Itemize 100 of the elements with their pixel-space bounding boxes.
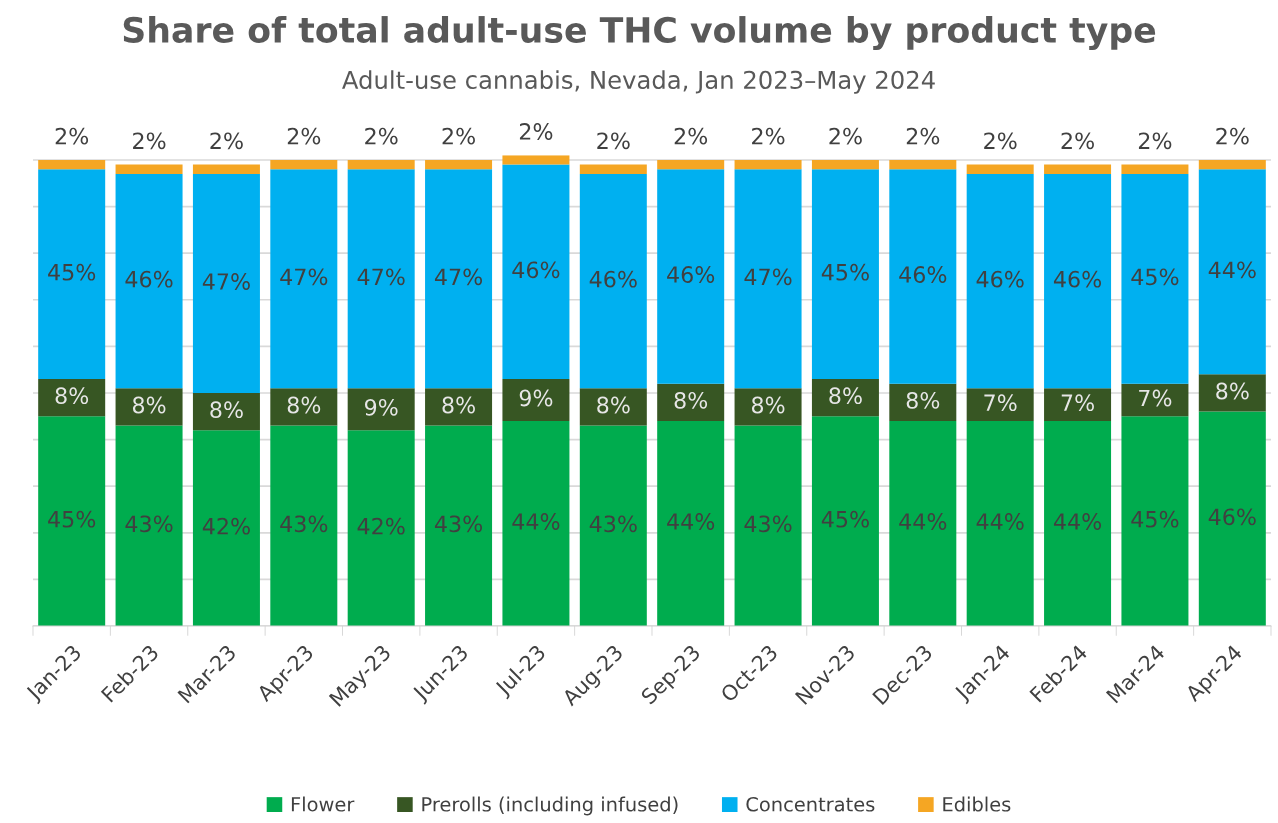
bar bbox=[966, 164, 1034, 174]
data-label: 2% bbox=[133, 132, 166, 150]
bar bbox=[38, 169, 106, 379]
bar bbox=[270, 159, 338, 170]
data-label: 8% bbox=[1216, 382, 1249, 400]
data-label: 46% bbox=[1208, 508, 1256, 526]
bar bbox=[966, 173, 1034, 389]
bar bbox=[1198, 159, 1266, 170]
bar bbox=[347, 388, 415, 431]
data-label: 44% bbox=[512, 513, 560, 530]
data-label: 8% bbox=[210, 401, 243, 419]
bar bbox=[347, 159, 415, 170]
bar bbox=[1121, 383, 1189, 417]
bar bbox=[502, 164, 570, 379]
chart-subtitle: Adult-use cannabis, Nevada, Jan 2023–May 2024 bbox=[342, 70, 935, 94]
data-label: 44% bbox=[1208, 261, 1256, 279]
bar bbox=[38, 159, 106, 170]
data-label: 45% bbox=[1131, 268, 1179, 286]
bar bbox=[1198, 374, 1266, 412]
legend-label: Edibles bbox=[943, 796, 1011, 812]
data-label: 45% bbox=[48, 510, 96, 528]
bar bbox=[889, 420, 957, 626]
data-label: 44% bbox=[899, 513, 947, 530]
bar bbox=[734, 388, 802, 426]
bar bbox=[579, 173, 647, 389]
bar bbox=[425, 388, 493, 426]
bar bbox=[734, 425, 802, 626]
bar bbox=[347, 430, 415, 626]
data-label: 43% bbox=[434, 515, 483, 533]
data-label: 8% bbox=[906, 391, 940, 409]
bar bbox=[347, 169, 415, 389]
legend-label: Flower bbox=[291, 796, 355, 812]
data-label: 43% bbox=[589, 515, 637, 533]
bar bbox=[192, 392, 260, 431]
data-label: 42% bbox=[357, 517, 405, 535]
data-label: 2% bbox=[1216, 127, 1249, 145]
bar bbox=[1198, 169, 1266, 375]
data-label: 44% bbox=[976, 513, 1024, 530]
bar bbox=[38, 379, 106, 417]
data-label: 46% bbox=[125, 270, 173, 288]
bar bbox=[502, 379, 570, 421]
legend-label: Concentrates bbox=[746, 796, 875, 812]
data-label: 2% bbox=[1061, 132, 1094, 150]
data-label: 8% bbox=[442, 396, 475, 414]
data-label: 7% bbox=[984, 394, 1017, 412]
bar bbox=[657, 159, 725, 170]
data-label: 2% bbox=[906, 127, 940, 145]
bar bbox=[1121, 164, 1189, 174]
data-label: 44% bbox=[1053, 513, 1102, 530]
bar bbox=[1044, 420, 1112, 626]
bar bbox=[115, 388, 183, 426]
bar bbox=[966, 420, 1034, 626]
data-label: 8% bbox=[132, 396, 166, 414]
bar bbox=[734, 159, 802, 170]
data-label: 47% bbox=[202, 273, 250, 290]
data-label: 2% bbox=[829, 127, 862, 145]
bar bbox=[115, 173, 183, 389]
chart-title: Share of total adult-use THC volume by product type bbox=[123, 16, 1156, 50]
data-label: 45% bbox=[1131, 510, 1179, 528]
data-label: 2% bbox=[984, 132, 1017, 150]
data-label: 43% bbox=[744, 515, 792, 533]
data-label: 7% bbox=[1139, 389, 1172, 407]
bar bbox=[192, 164, 260, 174]
bar bbox=[811, 169, 879, 379]
legend-label: Prerolls (including infused) bbox=[422, 796, 678, 816]
bar bbox=[657, 383, 725, 421]
bar bbox=[502, 155, 570, 165]
bar bbox=[811, 379, 879, 417]
bar bbox=[192, 173, 260, 393]
data-label: 2% bbox=[674, 127, 708, 145]
data-label: 9% bbox=[364, 398, 398, 416]
data-label: 8% bbox=[287, 396, 321, 414]
bar bbox=[811, 159, 879, 170]
data-label: 2% bbox=[1138, 132, 1172, 150]
bar bbox=[115, 425, 183, 626]
bar bbox=[1044, 164, 1112, 174]
data-label: 8% bbox=[829, 387, 862, 405]
data-label: 43% bbox=[125, 515, 173, 533]
data-label: 2% bbox=[365, 127, 398, 145]
data-label: 2% bbox=[55, 127, 89, 145]
data-label: 46% bbox=[667, 266, 715, 283]
bar bbox=[425, 425, 493, 626]
data-label: 46% bbox=[899, 266, 947, 283]
data-label: 46% bbox=[589, 270, 637, 288]
data-label: 8% bbox=[751, 396, 785, 414]
data-label: 44% bbox=[667, 513, 715, 530]
bar bbox=[966, 388, 1034, 421]
data-label: 2% bbox=[519, 123, 553, 140]
bar bbox=[579, 425, 647, 626]
data-label: 47% bbox=[744, 268, 792, 286]
bar bbox=[889, 383, 957, 421]
data-label: 45% bbox=[821, 263, 869, 281]
data-label: 8% bbox=[597, 396, 630, 414]
data-label: 7% bbox=[1061, 394, 1094, 412]
bar bbox=[734, 169, 802, 389]
data-label: 47% bbox=[280, 268, 328, 286]
data-label: 45% bbox=[48, 263, 96, 281]
bar bbox=[115, 164, 183, 174]
bar bbox=[579, 164, 647, 174]
data-label: 2% bbox=[287, 127, 321, 145]
